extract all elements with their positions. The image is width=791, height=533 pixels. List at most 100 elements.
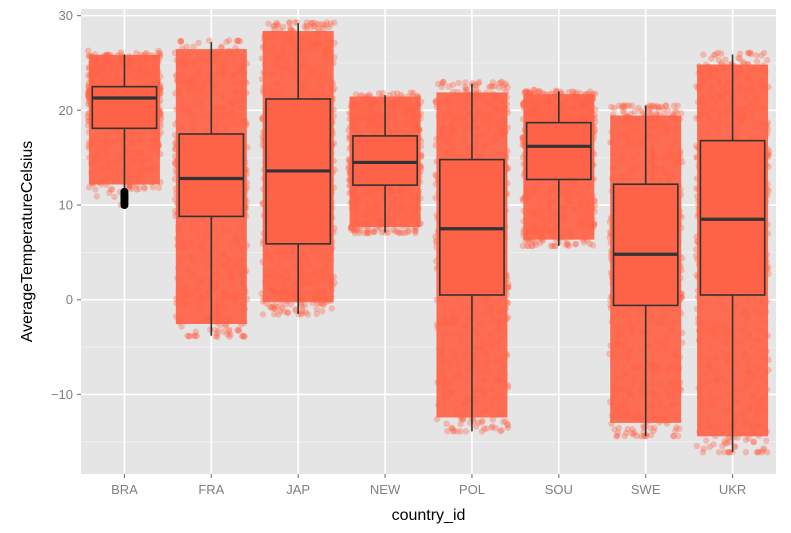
data-point — [461, 83, 469, 91]
data-point — [313, 310, 320, 318]
data-point — [184, 332, 191, 339]
data-point — [497, 79, 505, 86]
data-point — [190, 43, 197, 51]
data-point — [225, 37, 233, 44]
data-point — [394, 90, 401, 97]
data-point — [323, 19, 330, 26]
data-point — [449, 425, 456, 432]
data-point — [218, 43, 225, 50]
data-point — [225, 328, 233, 335]
data-point — [266, 303, 273, 310]
data-point — [183, 43, 190, 50]
data-point — [528, 242, 535, 249]
data-point — [565, 88, 572, 96]
data-point — [434, 80, 442, 88]
data-point — [236, 38, 244, 45]
data-point — [328, 305, 335, 312]
data-point — [287, 24, 294, 32]
data-point — [235, 327, 242, 335]
data-point — [378, 229, 385, 236]
data-point — [395, 229, 403, 237]
data-point — [384, 229, 392, 236]
data-point — [315, 25, 322, 32]
data-point — [351, 226, 358, 233]
data-point — [214, 333, 221, 340]
data-point — [331, 19, 338, 26]
data-point — [450, 427, 457, 434]
data-point — [108, 185, 116, 193]
data-point — [411, 227, 418, 234]
data-point — [141, 184, 148, 191]
data-point — [473, 82, 480, 90]
data-point — [265, 20, 272, 27]
data-point — [443, 420, 450, 427]
data-point — [326, 23, 333, 30]
data-point — [462, 428, 470, 435]
data-point — [271, 305, 279, 312]
data-point — [93, 193, 100, 200]
data-point — [352, 91, 360, 98]
data-point — [185, 333, 193, 340]
data-point — [292, 307, 299, 314]
data-point — [502, 418, 509, 425]
data-point — [479, 417, 486, 425]
data-point — [551, 242, 559, 249]
data-point — [323, 22, 330, 29]
data-point — [273, 21, 281, 29]
data-point — [471, 81, 479, 88]
data-point — [301, 302, 309, 309]
data-point — [226, 326, 233, 333]
data-point — [235, 326, 243, 333]
data-point — [177, 37, 185, 44]
data-point — [223, 38, 230, 46]
data-point — [357, 227, 364, 234]
data-point — [268, 304, 275, 312]
data-point — [191, 332, 198, 339]
data-point — [469, 79, 476, 87]
data-point — [214, 330, 221, 337]
data-point — [106, 189, 113, 196]
data-point — [275, 311, 282, 318]
data-point — [459, 416, 467, 423]
data-point — [327, 20, 335, 27]
data-point — [457, 420, 464, 428]
data-point — [457, 428, 464, 435]
data-point — [473, 86, 480, 94]
data-point — [222, 322, 229, 330]
data-point — [308, 19, 315, 27]
data-point — [504, 421, 511, 429]
data-point — [455, 79, 462, 87]
data-point — [410, 89, 417, 97]
data-point — [141, 185, 149, 192]
data-point — [278, 305, 286, 312]
data-point — [580, 239, 587, 246]
data-point — [233, 37, 241, 45]
data-point — [193, 332, 201, 340]
data-point — [412, 229, 419, 237]
data-point — [352, 226, 359, 234]
data-point — [284, 309, 291, 316]
data-point — [487, 83, 494, 90]
data-point — [86, 184, 93, 191]
data-point — [488, 424, 495, 431]
data-point — [310, 22, 318, 30]
data-point — [240, 332, 247, 340]
data-point — [155, 184, 162, 192]
data-point — [307, 24, 315, 31]
data-point — [274, 21, 282, 28]
data-point — [286, 19, 293, 27]
data-point — [402, 229, 409, 236]
data-point — [364, 229, 371, 237]
data-point — [299, 307, 306, 315]
data-point — [483, 425, 490, 432]
data-point — [445, 83, 452, 90]
data-point — [529, 242, 536, 249]
data-point — [392, 228, 399, 235]
data-point — [156, 50, 164, 57]
data-point — [301, 23, 308, 30]
data-point — [191, 332, 199, 340]
data-point — [107, 186, 115, 193]
data-point — [462, 86, 470, 93]
data-point — [449, 81, 457, 88]
